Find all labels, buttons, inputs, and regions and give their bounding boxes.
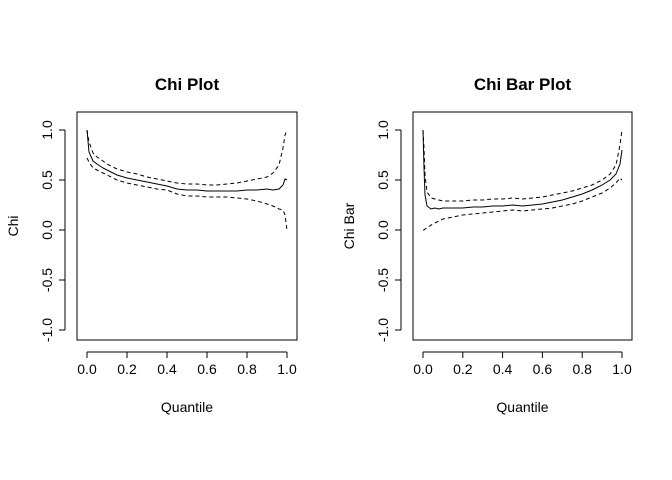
x-tick-label: 0.8 (237, 361, 257, 377)
lower-bound-dashed-line (423, 177, 623, 231)
upper-bound-dashed-line (422, 129, 623, 202)
x-tick-label: 0.4 (493, 361, 513, 377)
x-tick-label: 0.6 (197, 361, 217, 377)
y-tick-label: -1.0 (375, 318, 391, 342)
x-axis-label: Quantile (496, 399, 548, 415)
plot-frame (412, 111, 633, 341)
y-tick-label: 0.5 (375, 170, 391, 190)
y-axis-label: Chi Bar (341, 202, 357, 249)
x-tick-label: 0.2 (117, 361, 137, 377)
chart-title: Chi Plot (155, 75, 220, 94)
x-axis-label: Quantile (161, 399, 213, 415)
y-axis-label: Chi (5, 215, 21, 236)
y-tick-label: -0.5 (375, 268, 391, 292)
chart-panel-2: Chi Bar Plot 0.0 0.2 0.4 0.6 0.8 1.0 -1.0 -0.5 0.… (341, 75, 633, 415)
x-tick-label: 1.0 (612, 361, 632, 377)
chart-panel-1: Chi Plot 0.0 0.2 0.4 0.6 0.8 1.0 -1.0 -0.5 0.0 0.5… (5, 75, 298, 415)
y-tick-label: 1.0 (375, 120, 391, 140)
x-tick-label: 0.0 (77, 361, 97, 377)
y-tick-label: -1.0 (39, 318, 55, 342)
estimate-solid-line (86, 129, 288, 192)
upper-bound-dashed-line (86, 129, 288, 186)
chart-title: Chi Bar Plot (474, 75, 572, 94)
y-tick-label: 0.0 (375, 220, 391, 240)
y-tick-label: 0.0 (39, 220, 55, 240)
estimate-solid-line (422, 129, 623, 210)
plot-frame (76, 111, 298, 341)
x-tick-label: 0.6 (533, 361, 553, 377)
x-tick-label: 0.8 (572, 361, 592, 377)
lower-bound-dashed-line (86, 157, 288, 231)
x-tick-label: 0.4 (157, 361, 177, 377)
y-tick-label: 1.0 (39, 120, 55, 140)
x-tick-label: 0.2 (453, 361, 473, 377)
y-tick-label: -0.5 (39, 268, 55, 292)
x-tick-label: 0.0 (413, 361, 433, 377)
x-tick-label: 1.0 (277, 361, 297, 377)
y-tick-label: 0.5 (39, 170, 55, 190)
